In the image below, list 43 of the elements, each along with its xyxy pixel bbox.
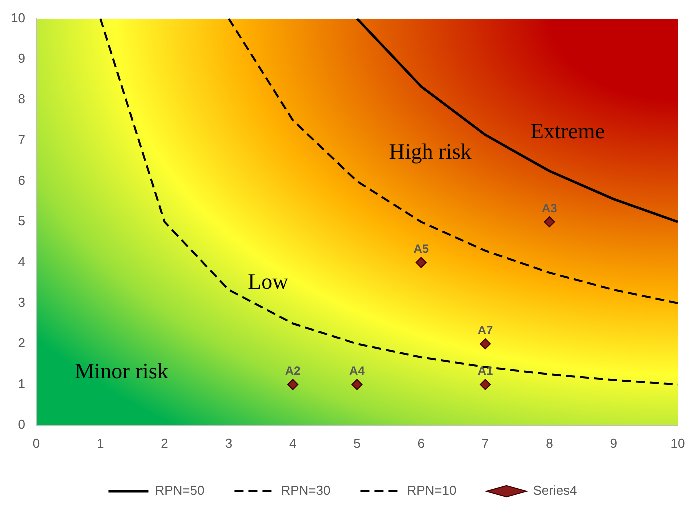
y-tick-label: 0 <box>18 416 26 432</box>
x-tick-label: 1 <box>96 436 104 451</box>
x-tick-label: 5 <box>354 436 361 451</box>
annotation: Low <box>248 268 289 294</box>
point <box>416 257 427 268</box>
y-tick-label: 8 <box>18 92 26 107</box>
x-tick-label: 8 <box>546 436 554 451</box>
point <box>480 338 492 350</box>
annotation: A1 <box>478 364 494 378</box>
point <box>480 379 492 390</box>
y-tick-label: 5 <box>18 214 26 229</box>
x-tick-label: 10 <box>670 436 686 451</box>
annotation: Extreme <box>530 118 605 144</box>
point <box>288 379 299 390</box>
x-tick-label: 6 <box>418 436 425 451</box>
y-tick-label: 1 <box>18 376 26 392</box>
y-tick-label: 10 <box>10 10 26 26</box>
annotation: A7 <box>478 323 494 338</box>
y-tick-label: 9 <box>18 51 26 66</box>
y-tick-label: 4 <box>18 254 26 270</box>
annotation: High risk <box>389 138 472 164</box>
x-tick-label: 2 <box>161 436 168 451</box>
y-tick-label: 2 <box>18 336 26 351</box>
annotation: A3 <box>542 201 558 216</box>
x-tick-label: 4 <box>289 436 297 451</box>
point <box>352 379 363 390</box>
line-series <box>228 18 678 304</box>
x-tick-label: 3 <box>225 436 233 451</box>
legend-label: Series4 <box>533 483 578 498</box>
legend-label: RPN=10 <box>407 483 457 498</box>
x-tick-label: 9 <box>610 436 618 451</box>
annotation: A4 <box>350 364 366 378</box>
x-tick-label: 0 <box>32 436 40 451</box>
y-tick-label: 7 <box>18 132 26 148</box>
legend-label: RPN=30 <box>281 483 331 498</box>
x-tick-label: 7 <box>482 436 490 451</box>
annotation: A2 <box>285 364 302 378</box>
legend-label: RPN=50 <box>155 483 205 498</box>
point <box>544 216 556 228</box>
annotation: Minor risk <box>74 358 168 384</box>
y-tick-label: 6 <box>18 173 26 188</box>
y-tick-label: 3 <box>18 295 26 310</box>
annotation: A5 <box>414 242 430 256</box>
